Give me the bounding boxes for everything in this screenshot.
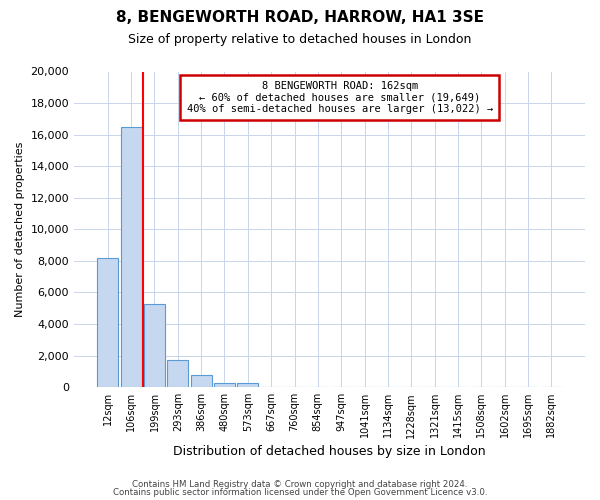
Y-axis label: Number of detached properties: Number of detached properties xyxy=(15,142,25,317)
Bar xyxy=(214,383,235,387)
Bar xyxy=(121,126,142,387)
X-axis label: Distribution of detached houses by size in London: Distribution of detached houses by size … xyxy=(173,444,486,458)
Bar xyxy=(238,383,259,387)
Text: 8, BENGEWORTH ROAD, HARROW, HA1 3SE: 8, BENGEWORTH ROAD, HARROW, HA1 3SE xyxy=(116,10,484,25)
Text: Contains public sector information licensed under the Open Government Licence v3: Contains public sector information licen… xyxy=(113,488,487,497)
Text: Contains HM Land Registry data © Crown copyright and database right 2024.: Contains HM Land Registry data © Crown c… xyxy=(132,480,468,489)
Bar xyxy=(191,376,212,387)
Text: 8 BENGEWORTH ROAD: 162sqm
← 60% of detached houses are smaller (19,649)
40% of s: 8 BENGEWORTH ROAD: 162sqm ← 60% of detac… xyxy=(187,81,493,114)
Bar xyxy=(167,360,188,387)
Bar xyxy=(97,258,118,387)
Bar xyxy=(144,304,165,387)
Text: Size of property relative to detached houses in London: Size of property relative to detached ho… xyxy=(128,32,472,46)
